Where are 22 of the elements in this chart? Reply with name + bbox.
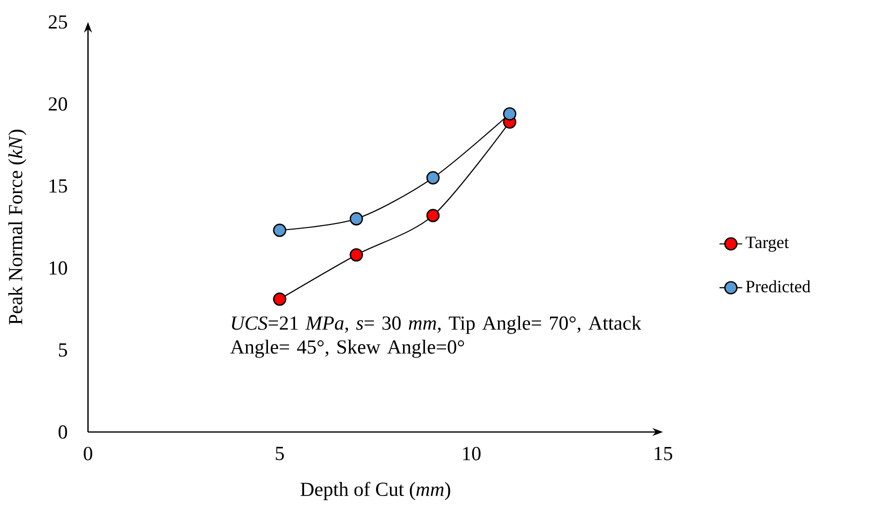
point [350, 212, 363, 226]
x-axis-title: Depth of Cut (mm) [300, 482, 450, 500]
x-tick-label: 15 [654, 446, 672, 460]
x-tick-label: 10 [463, 446, 481, 460]
y-tick-label: 0 [58, 425, 68, 439]
legend-label: Target [746, 236, 789, 252]
point [426, 171, 440, 184]
point [273, 224, 286, 237]
y-tick-label: 10 [50, 261, 68, 275]
point [426, 208, 440, 222]
point [503, 107, 516, 120]
point [273, 292, 286, 306]
y-axis-title: Peak Normal Force (kN) [8, 130, 26, 325]
text: UCS=21 MPa, s= 30 mm, Tip Angle= 70°, Attack Angle= 45°, Skew Angle=0° [230, 316, 642, 358]
legend-label: Predicted [746, 280, 810, 292]
y-tick-label: 25 [48, 15, 68, 29]
y-tick-label: 20 [48, 97, 68, 111]
point [350, 248, 363, 262]
y-tick-label: 15 [50, 179, 68, 193]
x-tick-label: 0 [84, 446, 92, 460]
x-tick-label: 5 [276, 446, 284, 460]
y-tick-label: 5 [59, 343, 68, 357]
